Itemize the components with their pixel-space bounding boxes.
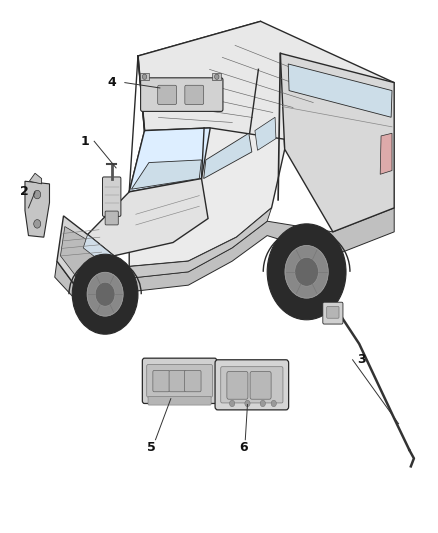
FancyBboxPatch shape [221, 367, 283, 403]
Polygon shape [88, 179, 208, 256]
Polygon shape [255, 117, 276, 150]
Polygon shape [129, 21, 285, 266]
Circle shape [142, 74, 147, 79]
Circle shape [267, 224, 346, 320]
Circle shape [87, 272, 123, 316]
Polygon shape [129, 128, 210, 192]
Polygon shape [29, 173, 42, 184]
Text: 2: 2 [20, 185, 28, 198]
FancyBboxPatch shape [141, 78, 223, 111]
Text: 3: 3 [357, 353, 366, 366]
Polygon shape [138, 21, 394, 144]
Polygon shape [131, 160, 201, 189]
Polygon shape [25, 181, 49, 237]
Text: 6: 6 [239, 441, 247, 454]
FancyBboxPatch shape [184, 370, 201, 392]
Text: 5: 5 [147, 441, 155, 454]
FancyBboxPatch shape [215, 360, 289, 410]
Polygon shape [380, 133, 392, 174]
Circle shape [260, 400, 265, 407]
Polygon shape [140, 73, 149, 80]
FancyBboxPatch shape [327, 306, 339, 318]
FancyBboxPatch shape [148, 397, 211, 405]
FancyBboxPatch shape [153, 370, 170, 392]
Circle shape [34, 220, 41, 228]
Polygon shape [57, 216, 114, 288]
Text: 1: 1 [81, 135, 90, 148]
Polygon shape [204, 133, 252, 179]
FancyBboxPatch shape [158, 85, 177, 104]
Text: 4: 4 [107, 76, 116, 89]
Polygon shape [212, 73, 221, 80]
Circle shape [230, 400, 235, 407]
Circle shape [295, 257, 318, 286]
Polygon shape [55, 208, 394, 298]
Circle shape [215, 74, 219, 79]
FancyBboxPatch shape [102, 177, 121, 216]
FancyBboxPatch shape [147, 365, 212, 397]
Circle shape [245, 400, 250, 407]
Circle shape [271, 400, 276, 407]
Circle shape [95, 282, 115, 306]
Polygon shape [83, 235, 114, 266]
FancyBboxPatch shape [105, 211, 118, 225]
Polygon shape [60, 227, 103, 277]
Circle shape [34, 190, 41, 199]
Polygon shape [288, 64, 392, 117]
Circle shape [285, 245, 328, 298]
FancyBboxPatch shape [323, 302, 343, 324]
FancyBboxPatch shape [169, 370, 186, 392]
FancyBboxPatch shape [142, 358, 217, 403]
Circle shape [72, 254, 138, 334]
FancyBboxPatch shape [250, 372, 271, 399]
Polygon shape [280, 53, 394, 232]
Polygon shape [94, 208, 272, 284]
FancyBboxPatch shape [185, 85, 204, 104]
FancyBboxPatch shape [227, 372, 248, 399]
